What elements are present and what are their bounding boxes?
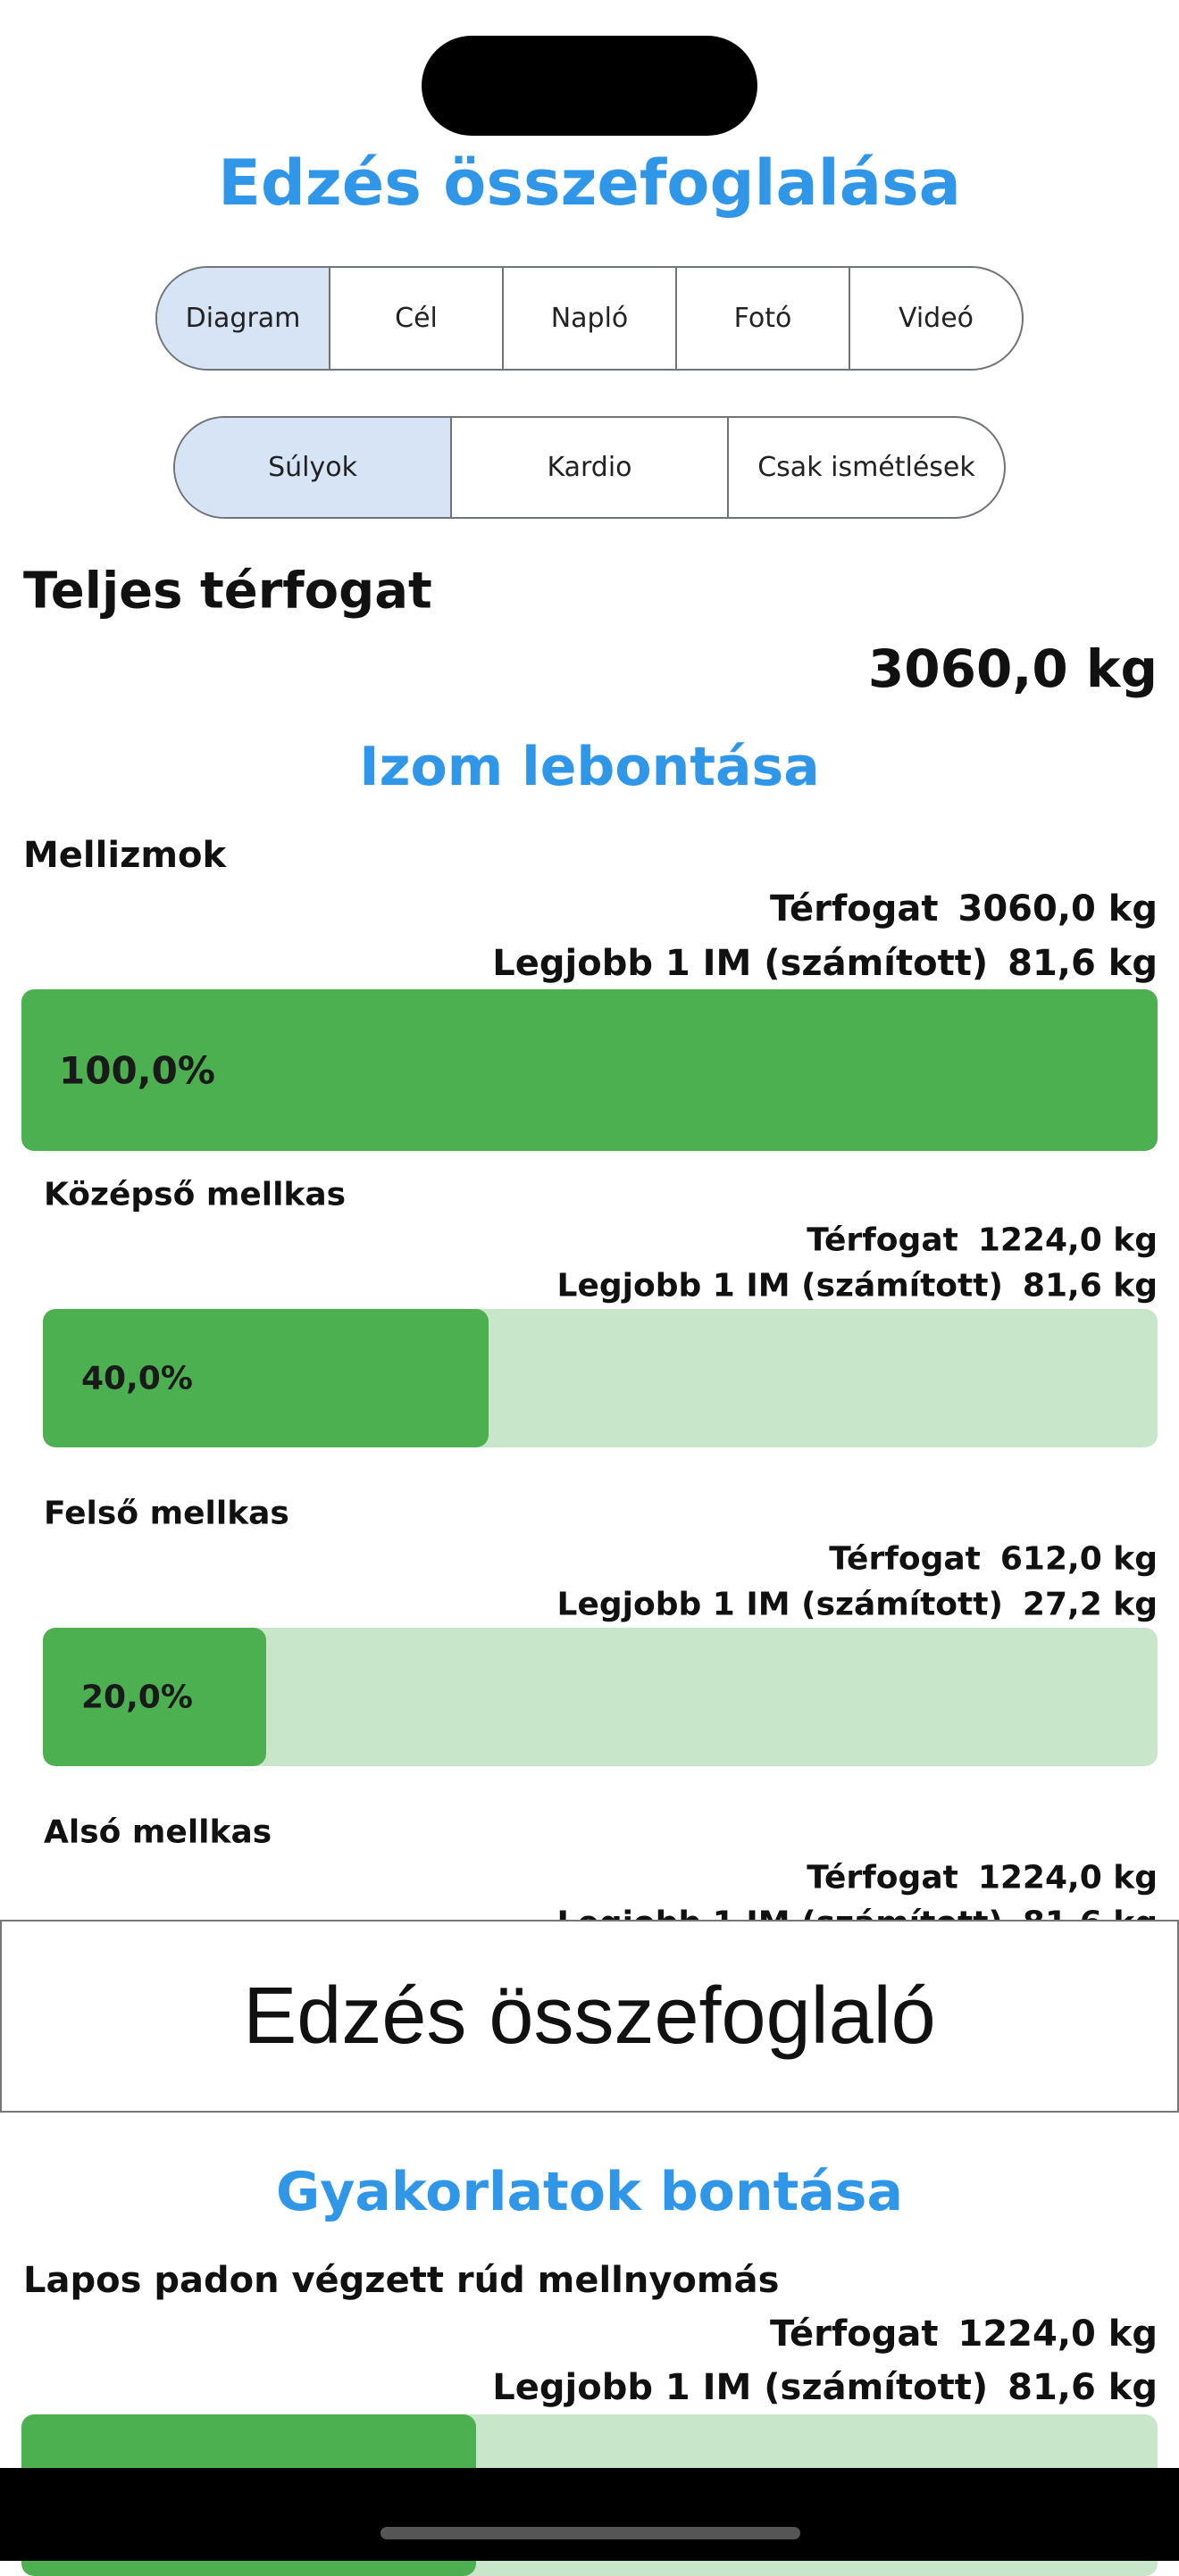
volume-value: 3060,0 kg	[957, 888, 1158, 930]
total-label: Teljes térfogat	[23, 562, 432, 621]
volume-row: Térfogat 612,0 kg	[829, 1541, 1158, 1578]
best-label: Legjobb 1 IM (számított)	[556, 1586, 1003, 1623]
exercise-name: Lapos padon végzett rúd mellnyomás	[23, 2260, 780, 2301]
best-row: Legjobb 1 IM (számított) 81,6 kg	[492, 2367, 1158, 2408]
volume-label: Térfogat	[770, 2313, 939, 2355]
best-value: 81,6 kg	[1008, 2367, 1158, 2408]
tab-bar: Diagram Cél Napló Fotó Videó	[155, 266, 1024, 371]
subtab[interactable]: Súlyok	[175, 418, 450, 517]
best-value: 81,6 kg	[1008, 943, 1158, 984]
subtab-bar: Súlyok Kardio Csak ismétlések	[173, 416, 1006, 519]
best-row: Legjobb 1 IM (számított) 81,6 kg	[492, 943, 1158, 984]
best-value: 27,2 kg	[1022, 1586, 1158, 1623]
volume-value: 612,0 kg	[999, 1540, 1158, 1578]
progress-track: 100,0%	[21, 989, 1158, 1151]
volume-value: 1224,0 kg	[977, 1859, 1158, 1897]
tab[interactable]: Diagram	[157, 268, 329, 369]
best-label: Legjobb 1 IM (számított)	[492, 943, 989, 984]
group-name: Mellizmok	[23, 835, 227, 876]
tab[interactable]: Fotó	[675, 268, 849, 369]
progress-fill	[43, 1628, 266, 1766]
tab[interactable]: Cél	[329, 268, 502, 369]
volume-row: Térfogat 1224,0 kg	[807, 1860, 1158, 1897]
volume-value: 1224,0 kg	[957, 2313, 1158, 2355]
progress-track: 40,0%	[43, 1309, 1158, 1447]
home-indicator	[380, 2527, 800, 2539]
volume-value: 1224,0 kg	[977, 1221, 1158, 1259]
bottom-bar	[0, 2468, 1179, 2561]
subtab[interactable]: Kardio	[450, 418, 727, 517]
progress-label: 40,0%	[81, 1360, 193, 1396]
page-title: Edzés összefoglalása	[218, 146, 961, 220]
dynamic-island	[422, 36, 757, 136]
total-value: 3060,0 kg	[867, 638, 1158, 700]
tab[interactable]: Napló	[502, 268, 675, 369]
muscle-name: Középső mellkas	[44, 1176, 347, 1213]
progress-fill	[43, 1309, 489, 1447]
best-row: Legjobb 1 IM (számított) 81,6 kg	[557, 1268, 1158, 1305]
section-title: Izom lebontása	[359, 736, 820, 798]
muscle-name: Felső mellkas	[44, 1495, 289, 1532]
tab[interactable]: Videó	[849, 268, 1022, 369]
volume-label: Térfogat	[829, 1540, 981, 1578]
volume-row: Térfogat 1224,0 kg	[807, 1222, 1158, 1259]
best-label: Legjobb 1 IM (számított)	[556, 1267, 1003, 1305]
volume-label: Térfogat	[807, 1221, 958, 1259]
best-label: Legjobb 1 IM (számított)	[492, 2367, 989, 2408]
volume-row: Térfogat 3060,0 kg	[770, 888, 1158, 930]
muscle-name: Alsó mellkas	[44, 1813, 272, 1851]
best-row: Legjobb 1 IM (számított) 27,2 kg	[557, 1587, 1158, 1623]
banner: Edzés összefoglaló	[0, 1920, 1179, 2113]
best-value: 81,6 kg	[1022, 1267, 1158, 1305]
progress-label: 20,0%	[81, 1679, 193, 1715]
progress-label: 100,0%	[59, 1048, 215, 1092]
volume-label: Térfogat	[770, 888, 939, 930]
volume-row: Térfogat 1224,0 kg	[770, 2313, 1158, 2355]
progress-fill	[21, 989, 1158, 1151]
volume-label: Térfogat	[807, 1859, 958, 1897]
progress-track: 20,0%	[43, 1628, 1158, 1766]
section-title: Gyakorlatok bontása	[276, 2161, 903, 2223]
subtab[interactable]: Csak ismétlések	[727, 418, 1004, 517]
